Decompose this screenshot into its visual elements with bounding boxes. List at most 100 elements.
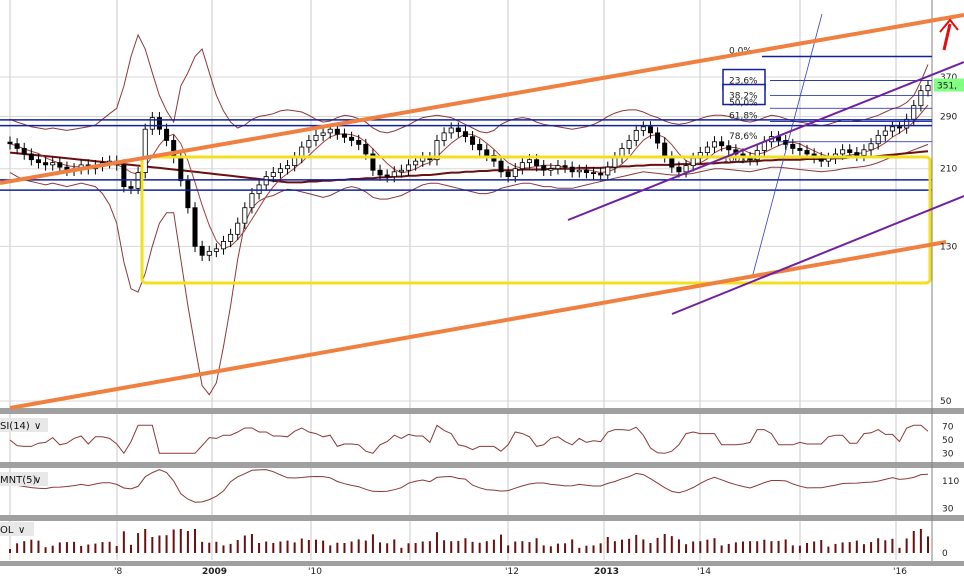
candle-body	[477, 143, 483, 151]
volume-bar	[471, 541, 474, 553]
volume-bar	[65, 542, 68, 553]
candle-body	[783, 140, 789, 145]
volume-bar	[564, 543, 567, 553]
volume-bar	[784, 539, 787, 553]
volume-bar	[293, 542, 296, 553]
candle-body	[206, 250, 212, 256]
volume-bar	[179, 529, 182, 553]
candle-body	[192, 207, 198, 247]
candle-body	[235, 222, 241, 235]
candle-body	[626, 140, 632, 149]
fibonacci-label: 61,8%	[729, 112, 758, 122]
candle-body	[925, 85, 931, 92]
candle-body	[676, 166, 682, 173]
volume-bar	[158, 535, 161, 553]
candle-body	[534, 159, 540, 167]
panel-separator	[0, 462, 964, 468]
candle-body	[484, 149, 490, 156]
candle-body	[840, 149, 846, 155]
candle-body	[320, 132, 326, 136]
volume-bar	[279, 541, 282, 553]
volume-bar	[912, 531, 915, 553]
volume-bar	[521, 541, 524, 553]
candle-body	[363, 143, 369, 155]
candle-body	[185, 180, 191, 209]
fibonacci-label-box	[722, 83, 766, 106]
rsi-axis-label: 50	[942, 436, 954, 446]
candle-body	[341, 133, 347, 138]
candle-body	[370, 153, 376, 171]
candle-body	[797, 148, 803, 151]
volume-bar	[535, 538, 538, 553]
candle-body	[164, 128, 170, 141]
volume-bar	[80, 546, 83, 553]
upper-trend-line	[567, 61, 964, 221]
upper-band-line	[9, 33, 929, 134]
volume-bar	[272, 543, 275, 553]
momentum-line	[9, 469, 929, 503]
volume-bar	[329, 545, 332, 553]
candle-body	[28, 153, 34, 161]
candle-body	[583, 169, 589, 173]
volume-bar	[421, 541, 424, 553]
lower-trend-line	[671, 195, 964, 315]
candle-body	[327, 128, 333, 134]
candle-body	[875, 134, 881, 145]
candle-body	[413, 160, 419, 166]
volume-bar	[400, 547, 403, 553]
volume-bar	[834, 543, 837, 553]
candle-body	[562, 165, 568, 168]
volume-bar	[571, 539, 574, 553]
volume-bar	[73, 541, 76, 553]
volume-bar	[606, 537, 609, 553]
volume-bar	[492, 539, 495, 553]
candle-body	[277, 168, 283, 173]
candle-body	[178, 157, 184, 182]
volume-bar	[108, 541, 111, 553]
volume-bar	[927, 536, 929, 553]
candle-body	[35, 159, 41, 164]
candle-body	[256, 184, 262, 195]
volume-bar	[549, 546, 552, 553]
volume-bar	[578, 547, 581, 553]
candle-body	[555, 165, 561, 170]
volume-bar	[137, 533, 140, 553]
fibonacci-label: 38,2%	[729, 92, 758, 102]
candle-body	[605, 166, 611, 176]
volume-bar	[229, 543, 232, 553]
volume-bar	[663, 534, 666, 553]
candle-body	[704, 146, 710, 153]
volume-bar	[58, 542, 61, 553]
fibonacci-label: 100,0%	[723, 155, 758, 165]
volume-bar	[393, 539, 396, 553]
candle-body	[292, 157, 298, 167]
volume-bar	[44, 547, 47, 553]
range-box	[140, 155, 932, 285]
candle-body	[149, 117, 155, 130]
candle-body	[14, 143, 20, 149]
candle-body	[548, 168, 554, 171]
candle-body	[690, 157, 696, 167]
momentum-axis-label: 30	[942, 505, 954, 515]
volume-bar	[357, 539, 360, 553]
volume-bar	[115, 546, 118, 553]
candle-body	[847, 149, 853, 153]
volume-bar	[322, 540, 325, 553]
volume-bar	[635, 534, 638, 553]
volume-bar	[37, 540, 40, 553]
price-axis-label: 210	[940, 165, 957, 175]
volume-bar	[300, 538, 303, 553]
candle-body	[804, 150, 810, 155]
candle-body	[57, 162, 63, 168]
volume-bar	[734, 542, 737, 553]
volume-bar	[407, 543, 410, 553]
price-axis-label: 50	[940, 397, 952, 407]
x-axis-label: 2009	[202, 567, 227, 577]
volume-bar	[613, 541, 616, 553]
volume-bar	[478, 542, 481, 553]
volume-bar	[855, 540, 858, 553]
price-axis-label: 130	[940, 242, 957, 252]
volume-bar	[528, 542, 531, 553]
last-price-label: 351,	[937, 82, 957, 92]
